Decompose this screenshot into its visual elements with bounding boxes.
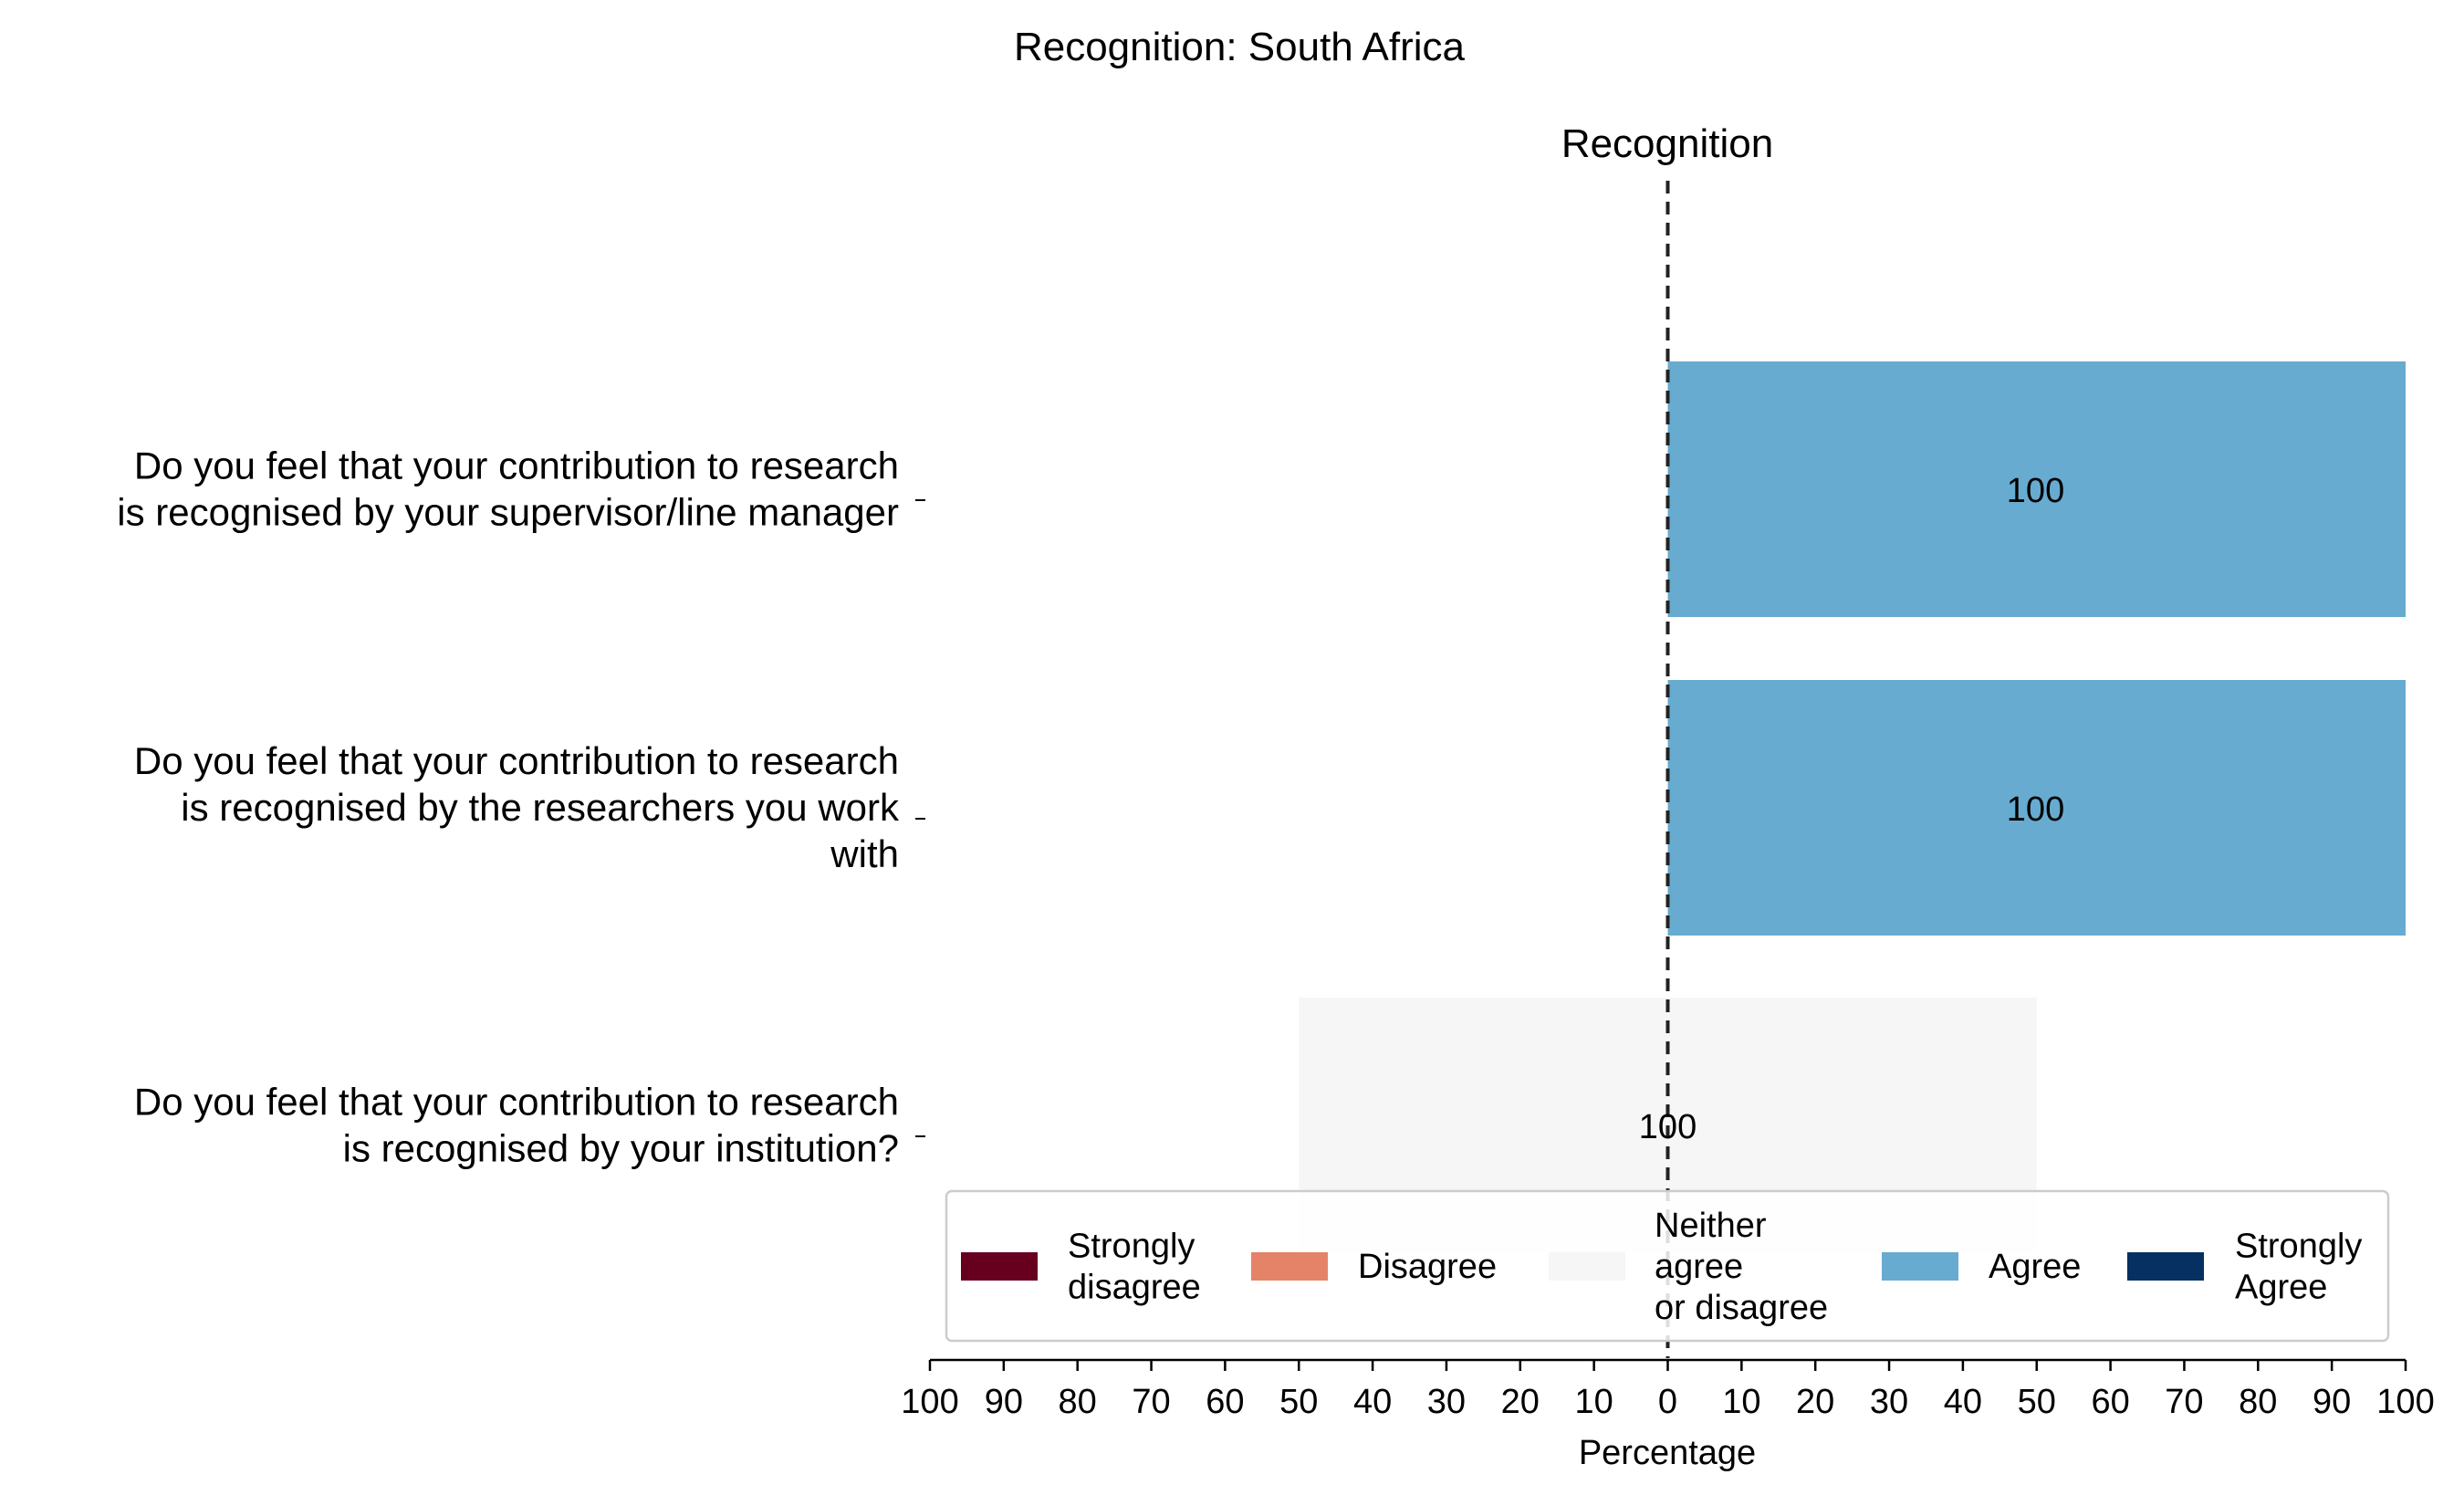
category-label: Do you feel that your contribution to re… bbox=[117, 444, 899, 534]
x-tick-label: 100 bbox=[2376, 1383, 2434, 1421]
x-tick-label: 20 bbox=[1501, 1383, 1540, 1421]
x-tick-label: 50 bbox=[2018, 1383, 2056, 1421]
x-tick-label: 40 bbox=[1353, 1383, 1392, 1421]
legend-label: Agree bbox=[1989, 1248, 2081, 1286]
legend: Strongly disagree Disagree Neither agree or d… bbox=[945, 1189, 2390, 1343]
bars bbox=[1299, 361, 2406, 1253]
legend-swatch bbox=[1882, 1252, 1958, 1281]
bar-value-label: 100 bbox=[1639, 1108, 1697, 1146]
x-tick-label: 80 bbox=[1059, 1383, 1097, 1421]
x-tick-label: 50 bbox=[1279, 1383, 1318, 1421]
legend-label: Neither agree or disagree bbox=[1655, 1207, 1828, 1327]
x-tick-label: 30 bbox=[1427, 1383, 1466, 1421]
x-tick-label: 100 bbox=[901, 1383, 958, 1421]
legend-label: Strongly disagree bbox=[1068, 1228, 1201, 1307]
chart-subtitle: Recognition bbox=[1561, 121, 1773, 166]
legend-swatch bbox=[1251, 1252, 1328, 1281]
y-axis: Do you feel that your contribution to re… bbox=[117, 444, 925, 1170]
x-tick-label: 90 bbox=[2313, 1383, 2351, 1421]
bar-value-label: 100 bbox=[2007, 472, 2064, 510]
bar-value-label: 100 bbox=[2007, 790, 2064, 829]
bar-labels: 100 100 100 bbox=[1639, 472, 2064, 1146]
x-tick-label: 0 bbox=[1658, 1383, 1677, 1421]
x-tick-label: 10 bbox=[1722, 1383, 1760, 1421]
bar-segment bbox=[1667, 361, 2406, 617]
bar-segment bbox=[1667, 680, 2406, 936]
category-label: Do you feel that your contribution to re… bbox=[134, 739, 900, 875]
x-tick-label: 80 bbox=[2239, 1383, 2277, 1421]
x-tick-label: 40 bbox=[1944, 1383, 1982, 1421]
x-tick-label: 60 bbox=[1206, 1383, 1244, 1421]
x-tick-label: 60 bbox=[2091, 1383, 2129, 1421]
x-tick-label: 70 bbox=[1132, 1383, 1170, 1421]
chart-title: Recognition: South Africa bbox=[1014, 25, 1466, 69]
category-label: Do you feel that your contribution to re… bbox=[134, 1081, 899, 1170]
x-tick-label: 90 bbox=[985, 1383, 1023, 1421]
x-tick-label: 30 bbox=[1870, 1383, 1908, 1421]
x-axis: 100 90 80 70 60 50 40 30 20 10 0 10 20 30 40 50 60 70 80 90… bbox=[901, 1358, 2435, 1421]
x-tick-label: 70 bbox=[2165, 1383, 2203, 1421]
x-tick-label: 20 bbox=[1796, 1383, 1834, 1421]
legend-swatch bbox=[1549, 1252, 1625, 1281]
x-tick-label: 10 bbox=[1575, 1383, 1613, 1421]
legend-frame bbox=[945, 1189, 2390, 1343]
legend-swatch bbox=[2127, 1252, 2204, 1281]
legend-swatch bbox=[961, 1252, 1038, 1281]
legend-label: Strongly Agree bbox=[2235, 1228, 2362, 1307]
x-axis-label: Percentage bbox=[1579, 1434, 1756, 1472]
legend-label: Disagree bbox=[1358, 1248, 1497, 1286]
